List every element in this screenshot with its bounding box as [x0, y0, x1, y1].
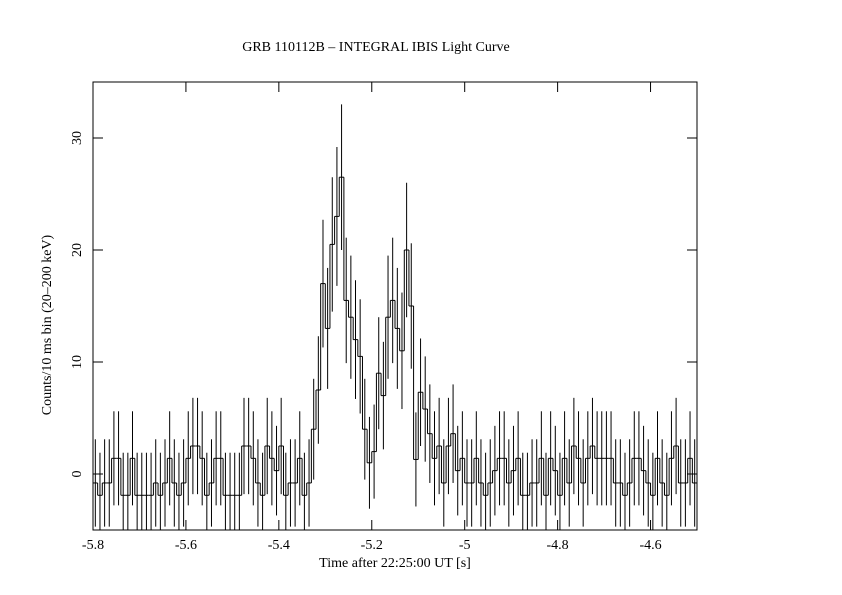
step-connectors [97, 177, 693, 496]
x-tick-label: -5 [459, 538, 471, 553]
y-tick-label: 0 [70, 471, 85, 478]
x-axis-label: Time after 22:25:00 UT [s] [319, 556, 471, 571]
plot-area [93, 104, 697, 530]
x-tick-label: -5.2 [361, 538, 383, 553]
y-tick-label: 30 [70, 131, 85, 145]
plot-frame [92, 81, 698, 531]
y-tick-label: 20 [70, 243, 85, 257]
chart-title: GRB 110112B – INTEGRAL IBIS Light Curve [242, 40, 510, 55]
x-tick-label: -5.6 [175, 538, 197, 553]
x-tick-label: -5.4 [268, 538, 290, 553]
x-tick-label: -4.6 [639, 538, 661, 553]
y-tick-label: 10 [70, 355, 85, 369]
x-tick-label: -5.8 [82, 538, 104, 553]
y-axis-label: Counts/10 ms bin (20–200 keV) [40, 234, 55, 415]
x-tick-label: -4.8 [547, 538, 569, 553]
